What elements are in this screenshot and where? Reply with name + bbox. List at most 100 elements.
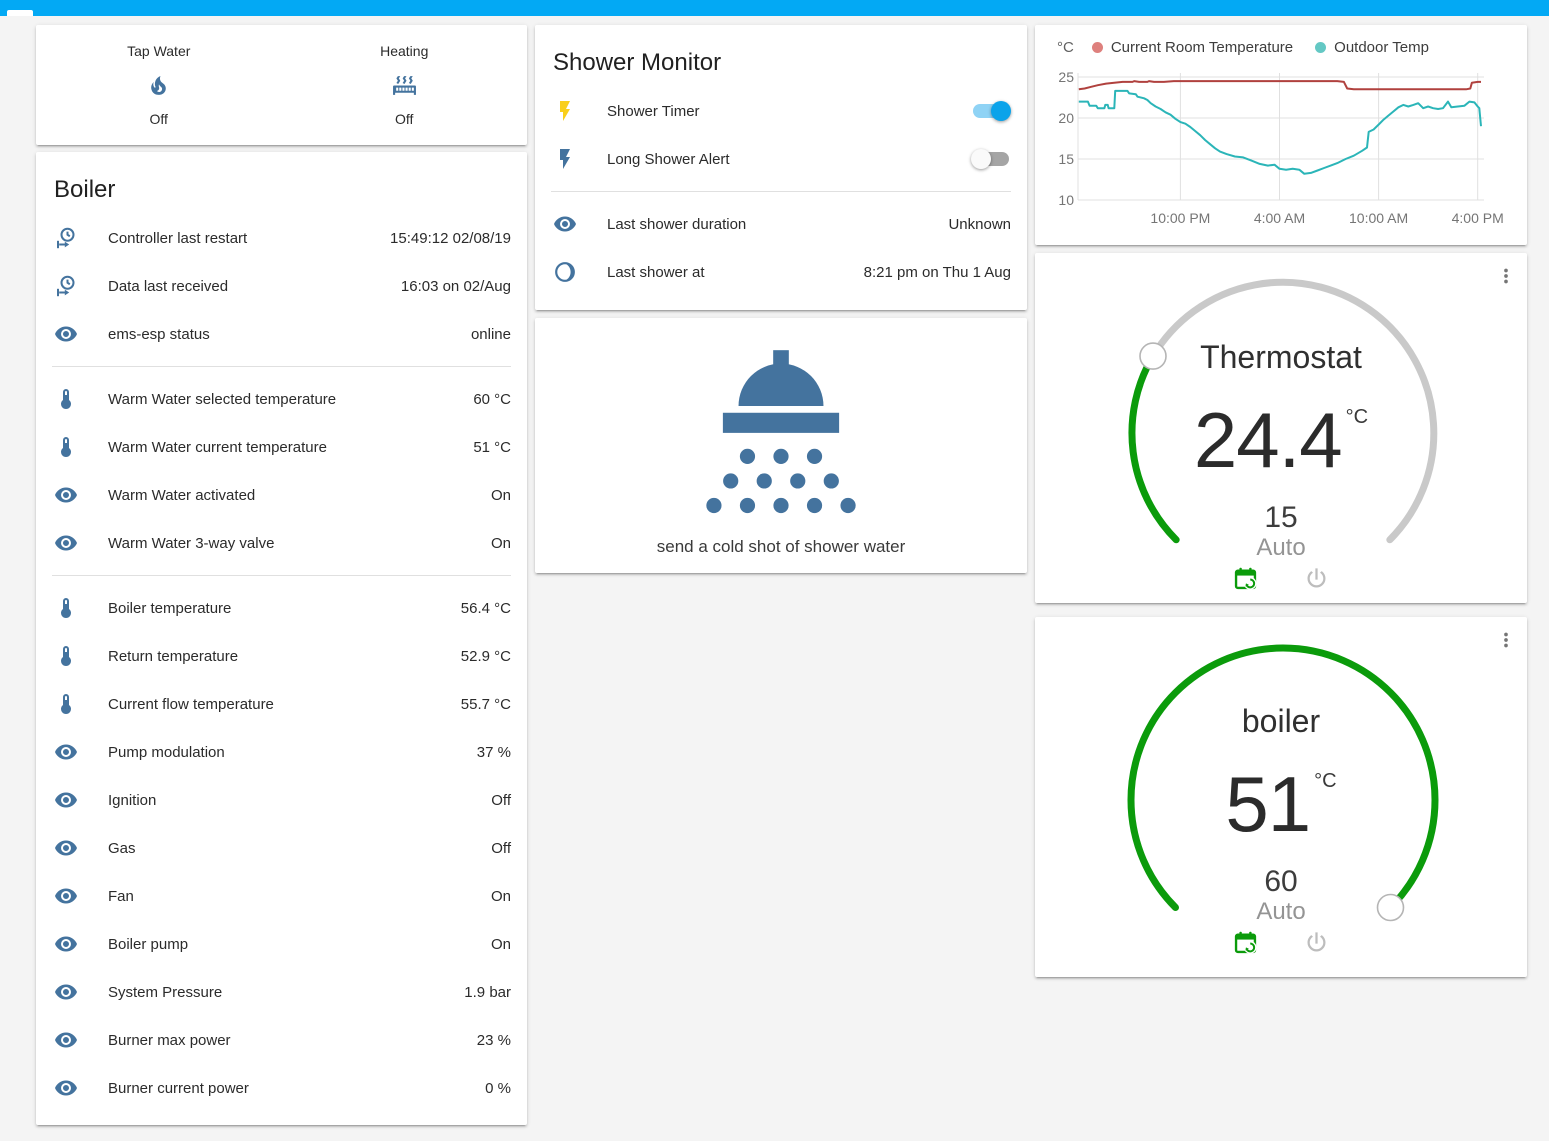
boiler-entity-list: Controller last restart 15:49:12 02/08/1… (36, 214, 527, 1112)
entity-row[interactable]: Burner max power 23 % (36, 1016, 527, 1064)
boiler-entities-card: Boiler Controller last restart 15:49:12 … (36, 152, 527, 1125)
boiler-dial-card: boiler 51 °C 60 Auto (1035, 617, 1527, 977)
entity-name: Long Shower Alert (607, 150, 730, 168)
dial-handle[interactable] (1376, 893, 1405, 922)
shower-info-list: Last shower duration Unknown Last shower… (535, 200, 1027, 296)
entity-row[interactable]: Gas Off (36, 824, 527, 872)
svg-text:25: 25 (1058, 69, 1074, 85)
eye-icon (554, 216, 576, 232)
entity-value: On (490, 935, 511, 953)
hvac-mode: Auto (1256, 898, 1306, 925)
eye-icon (55, 984, 77, 1000)
entity-row[interactable]: Boiler pump On (36, 920, 527, 968)
entity-row[interactable]: Controller last restart 15:49:12 02/08/1… (36, 214, 527, 262)
entity-row[interactable]: Warm Water current temperature 51 °C (36, 423, 527, 471)
eye-icon (55, 535, 77, 551)
entity-row[interactable]: System Pressure 1.9 bar (36, 968, 527, 1016)
entity-name: ems-esp status (108, 325, 210, 343)
shower-toggle-list: Shower Timer Long Shower Alert (535, 87, 1027, 183)
dial-actions (1035, 565, 1527, 597)
target-temperature: 15 (1264, 501, 1298, 534)
entity-value: Off (491, 791, 511, 809)
power-icon (1307, 568, 1326, 588)
thermostat-dial (1128, 278, 1438, 544)
toggle-switch[interactable] (971, 149, 1011, 169)
toggle-switch[interactable] (971, 101, 1011, 121)
entity-value: Off (491, 839, 511, 857)
entity-value: On (490, 887, 511, 905)
menu-icon[interactable] (1495, 629, 1517, 656)
legend-item: Current Room Temperature (1091, 39, 1293, 56)
calendar-sync-icon[interactable] (1232, 565, 1259, 597)
entity-row[interactable]: Return temperature 52.9 °C (36, 632, 527, 680)
entity-row[interactable]: Last shower duration Unknown (535, 200, 1027, 248)
entity-row[interactable]: Warm Water activated On (36, 471, 527, 519)
dial-handle[interactable] (1139, 342, 1167, 370)
glance-item[interactable]: Tap Water Off (36, 43, 282, 127)
calendar-sync-icon (1234, 567, 1257, 590)
app-header (0, 0, 1549, 16)
card-title-boiler: Boiler (54, 176, 116, 203)
svg-text:4:00 PM: 4:00 PM (1452, 210, 1504, 226)
eye-icon (55, 840, 77, 856)
shower-action-card[interactable]: send a cold shot of shower water (535, 318, 1027, 573)
entity-row[interactable]: Fan On (36, 872, 527, 920)
entity-row[interactable]: Current flow temperature 55.7 °C (36, 680, 527, 728)
history-graph: 25 20 15 10 10:00 PM 4:00 AM 10:00 AM 4:00 PM (1058, 69, 1504, 226)
glance-items: Tap Water Off Heating Off (36, 25, 527, 145)
svg-text:4:00 AM: 4:00 AM (1254, 210, 1305, 226)
shower-action-label: send a cold shot of shower water (656, 537, 906, 556)
entity-row[interactable]: Last shower at 8:21 pm on Thu 1 Aug (535, 248, 1027, 296)
entity-row[interactable]: ems-esp status online (36, 310, 527, 358)
thermometer-icon (61, 598, 71, 618)
glance-state: Off (395, 111, 414, 127)
thermometer-icon (61, 389, 71, 409)
entity-value: 23 % (476, 1031, 511, 1049)
glance-item[interactable]: Heating Off (282, 43, 528, 127)
calendar-sync-icon[interactable] (1232, 929, 1259, 961)
temperature-unit: °C (1345, 406, 1369, 428)
moon-icon (555, 262, 575, 282)
flash-icon (560, 101, 570, 121)
entity-row[interactable]: Warm Water selected temperature 60 °C (36, 375, 527, 423)
entity-value: 16:03 on 02/Aug (400, 277, 511, 295)
entity-value: On (490, 534, 511, 552)
entity-row[interactable]: Data last received 16:03 on 02/Aug (36, 262, 527, 310)
switch-row[interactable]: Shower Timer (535, 87, 1027, 135)
entity-value: 55.7 °C (460, 695, 511, 713)
entity-row[interactable]: Boiler temperature 56.4 °C (36, 584, 527, 632)
eye-icon (55, 792, 77, 808)
active-tab-indicator[interactable] (7, 10, 33, 16)
fire-icon (151, 76, 167, 95)
thermostat-card: Thermostat 24.4 °C 15 Auto (1035, 253, 1527, 603)
svg-text:10: 10 (1058, 192, 1074, 208)
entity-value: 60 °C (473, 390, 511, 408)
entity-name: Controller last restart (108, 229, 248, 247)
calendar-sync-icon (1234, 931, 1257, 954)
thermometer-icon (61, 437, 71, 457)
eye-icon (55, 744, 77, 760)
legend-item: Outdoor Temp (1315, 39, 1429, 56)
menu-icon[interactable] (1495, 265, 1517, 292)
entity-row[interactable]: Warm Water 3-way valve On (36, 519, 527, 567)
entity-row[interactable]: Pump modulation 37 % (36, 728, 527, 776)
entity-row[interactable]: Burner current power 0 % (36, 1064, 527, 1112)
eye-icon (55, 326, 77, 342)
entity-name: Shower Timer (607, 102, 700, 120)
entity-row[interactable]: Ignition Off (36, 776, 527, 824)
entity-name: Burner max power (108, 1031, 231, 1049)
entity-value: On (490, 486, 511, 504)
history-graph-card: °C Current Room Temperature Outdoor Temp … (1035, 25, 1527, 245)
svg-text:10:00 PM: 10:00 PM (1150, 210, 1210, 226)
entity-name: Boiler pump (108, 935, 189, 953)
dots-vertical-icon (1504, 632, 1508, 648)
entity-name: Burner current power (108, 1079, 249, 1097)
power-icon[interactable] (1303, 929, 1330, 961)
eye-icon (55, 888, 77, 904)
switch-row[interactable]: Long Shower Alert (535, 135, 1027, 183)
entity-name: Data last received (108, 277, 229, 295)
entity-name: System Pressure (108, 983, 223, 1001)
svg-text:20: 20 (1058, 110, 1074, 126)
power-icon[interactable] (1303, 565, 1330, 597)
